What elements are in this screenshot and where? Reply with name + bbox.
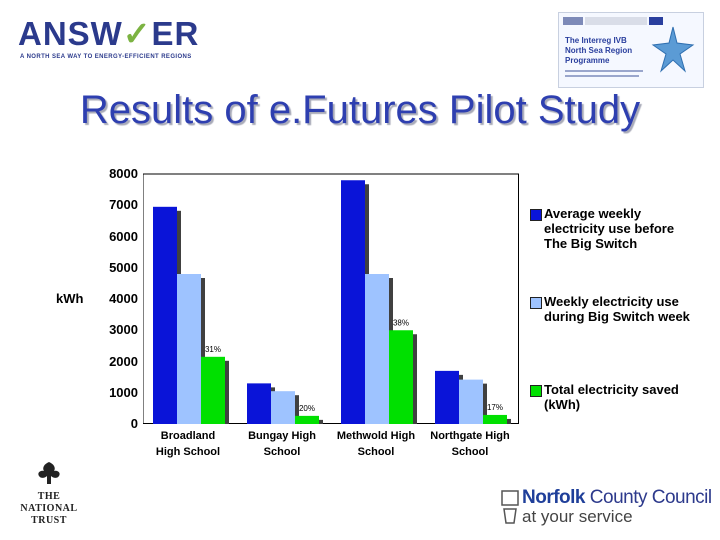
y-tick-label: 3000 — [109, 322, 138, 338]
bar-before-1 — [247, 383, 271, 424]
bar-saved-1 — [295, 415, 319, 424]
bar-saved-0 — [201, 356, 225, 424]
interreg-logo: The Interreg IVB North Sea Region Progra… — [558, 12, 704, 88]
bar-saved-2 — [389, 330, 413, 424]
legend-label-before: Average weekly electricity use before Th… — [544, 206, 675, 251]
national-trust-line-3: TRUST — [31, 515, 67, 526]
bar-during-0 — [177, 274, 201, 424]
data-label-0: 31% — [205, 345, 221, 354]
bar-side-saved-1 — [319, 419, 323, 424]
bar-saved-3 — [483, 414, 507, 424]
answer-logo: ANSW✓ER A NORTH SEA WAY TO ENERGY-EFFICI… — [18, 14, 218, 60]
bar-before-0 — [153, 206, 177, 424]
category-label: Methwold High School — [329, 428, 423, 460]
svg-text:North Sea Region: North Sea Region — [565, 46, 632, 55]
norfolk-county-council-logo: Norfolk County Council at your service — [500, 487, 712, 531]
national-trust-line-2: NATIONAL — [20, 503, 78, 514]
legend-label-saved: Total electricity saved (kWh) — [544, 382, 679, 412]
chart-plot: 31% 20% 38% 17% — [142, 173, 519, 424]
category-label: Bungay High School — [235, 428, 329, 460]
category-label: Northgate High School — [423, 428, 517, 460]
bar-side-saved-0 — [225, 360, 229, 424]
category-label-line: School — [263, 446, 301, 458]
category-label-line: Methwold High — [336, 430, 416, 442]
legend-swatch-during — [530, 297, 542, 309]
category-label-line: School — [451, 446, 489, 458]
answer-logo-word: ANSW✓ER — [18, 15, 200, 52]
y-tick-label: 2000 — [109, 353, 138, 369]
bar-side-during-1 — [295, 395, 299, 424]
category-label-line: Broadland — [160, 430, 216, 442]
bar-during-3 — [459, 379, 483, 424]
oak-leaf-icon — [38, 462, 60, 484]
y-tick-label: 8000 — [109, 166, 138, 181]
bar-before-3 — [435, 370, 459, 424]
bar-side-saved-3 — [507, 418, 511, 424]
y-tick-label: 0 — [130, 416, 138, 431]
ncc-tagline: at your service — [522, 507, 633, 526]
bar-during-1 — [271, 391, 295, 424]
national-trust-logo: THE NATIONAL TRUST — [14, 460, 84, 530]
bar-side-during-0 — [201, 278, 205, 424]
council-crest-icon — [501, 490, 519, 524]
answer-logo-tagline: A NORTH SEA WAY TO ENERGY-EFFICIENT REGI… — [20, 54, 192, 60]
slide-title: Results of e.Futures Pilot Study — [79, 88, 641, 132]
legend-swatch-before — [530, 209, 542, 221]
data-label-3: 17% — [487, 403, 503, 412]
y-tick-label: 5000 — [109, 259, 138, 275]
bar-side-saved-2 — [413, 334, 417, 424]
y-tick-label: 4000 — [109, 291, 138, 306]
bar-chart: 31% 20% 38% 17% — [142, 170, 519, 424]
legend-label-during: Weekly electricity use during Big Switch… — [544, 294, 690, 324]
y-tick-label: 6000 — [109, 228, 138, 244]
bar-before-2 — [341, 180, 365, 424]
y-tick-label: 1000 — [109, 384, 138, 400]
bar-side-during-3 — [483, 383, 487, 424]
national-trust-line-1: THE — [37, 491, 61, 502]
y-axis-label: kWh — [56, 291, 84, 306]
bar-during-2 — [365, 274, 389, 424]
category-label-line: School — [357, 446, 395, 458]
legend-swatch-saved — [530, 385, 542, 397]
y-tick-label: 7000 — [109, 197, 138, 213]
svg-text:The Interreg IVB: The Interreg IVB — [565, 36, 627, 45]
category-label: Broadland High School — [141, 428, 235, 460]
ncc-name: Norfolk County Council — [522, 487, 712, 508]
category-label-line: Bungay High — [248, 430, 316, 442]
category-label-line: Northgate High — [430, 430, 510, 442]
data-label-1: 20% — [299, 404, 315, 413]
svg-text:Programme: Programme — [565, 56, 610, 65]
data-label-2: 38% — [393, 318, 409, 327]
category-label-line: High School — [155, 446, 221, 458]
